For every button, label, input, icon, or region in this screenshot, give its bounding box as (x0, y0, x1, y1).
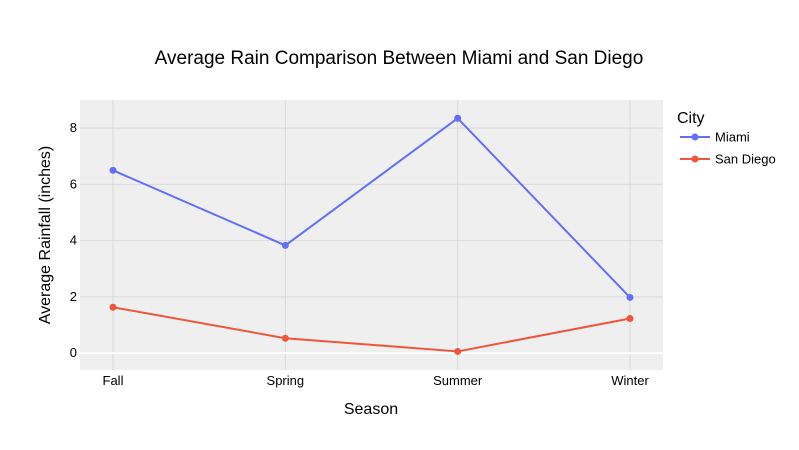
y-tick-label: 4 (70, 233, 77, 248)
y-tick-label: 0 (70, 345, 77, 360)
data-point-san-diego (109, 303, 117, 311)
data-point-miami (281, 241, 289, 249)
x-tick-label: Fall (103, 373, 124, 388)
tick-labels: Fall Spring Summer Winter 0 2 4 6 8 (70, 120, 650, 388)
series-group (109, 114, 634, 355)
data-point-miami (109, 166, 117, 174)
y-tick-label: 8 (70, 120, 77, 135)
x-tick-label: Spring (267, 373, 305, 388)
x-tick-label: Summer (433, 373, 483, 388)
legend-swatch-marker-san-diego (691, 155, 699, 163)
y-axis-title: Average Rainfall (inches) (37, 146, 54, 324)
series-line-miami (112, 117, 631, 299)
x-tick-label: Winter (611, 373, 649, 388)
chart-title: Average Rain Comparison Between Miami an… (155, 48, 644, 69)
legend-swatch-marker-miami (691, 133, 699, 141)
legend-label-san-diego: San Diego (715, 152, 776, 167)
data-point-san-diego (626, 315, 634, 323)
x-axis-title: Season (344, 401, 398, 418)
y-tick-label: 2 (70, 289, 77, 304)
data-point-miami (626, 293, 634, 301)
legend-title: City (677, 110, 705, 127)
data-point-miami (454, 114, 462, 122)
series-line-san-diego (112, 306, 631, 353)
plot-area (80, 100, 663, 370)
legend: City Miami San Diego (677, 110, 776, 167)
grid-lines (80, 100, 663, 370)
legend-label-miami: Miami (715, 130, 750, 145)
y-tick-label: 6 (70, 176, 77, 191)
data-point-san-diego (281, 334, 289, 342)
data-point-san-diego (454, 347, 462, 355)
